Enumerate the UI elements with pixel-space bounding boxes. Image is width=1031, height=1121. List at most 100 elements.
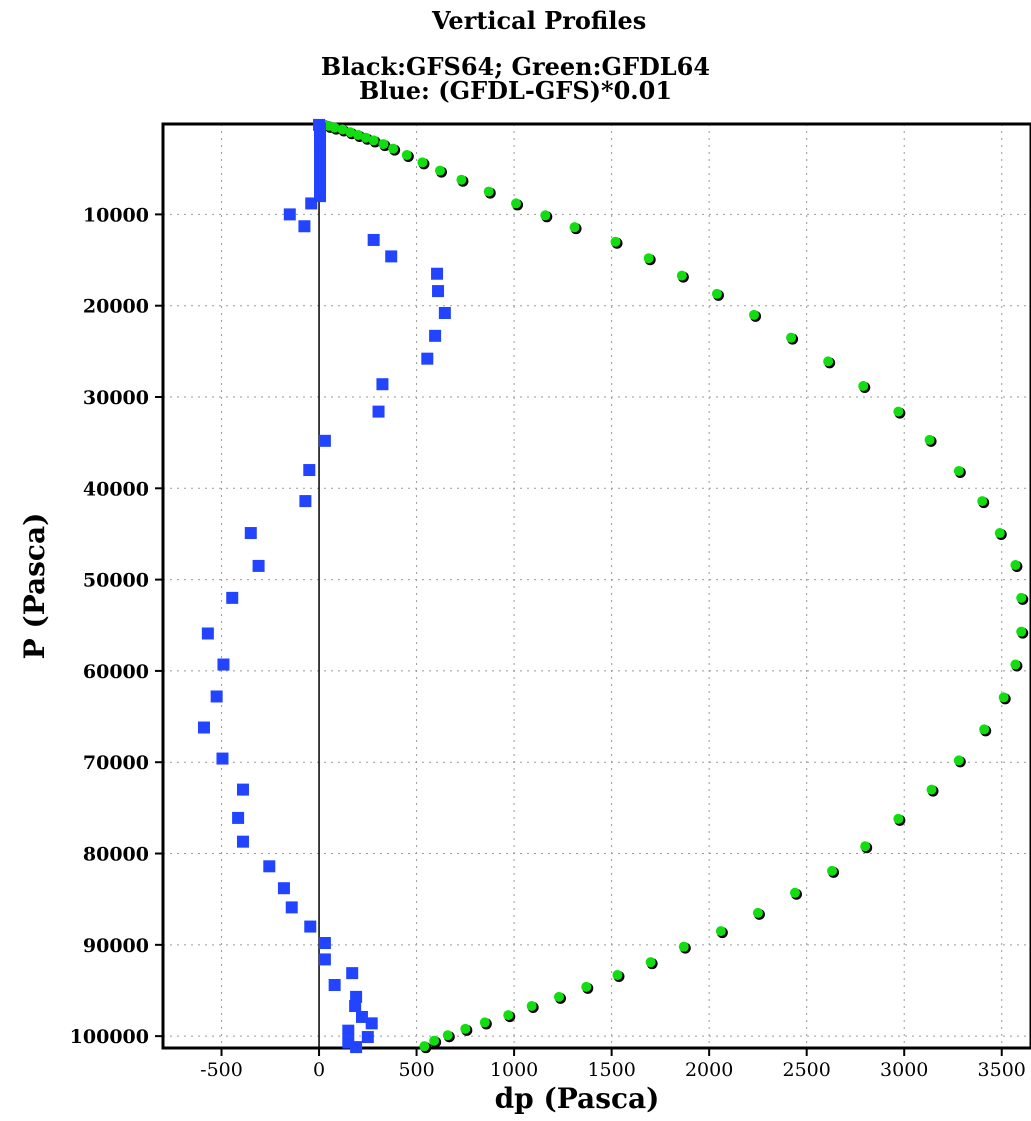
data-point-blue-gfdl-gfs-0-01 [318, 953, 331, 966]
data-point-green-gfdl64 [419, 1041, 430, 1052]
y-tick-label: 60000 [83, 661, 149, 683]
data-point-blue-gfdl-gfs-0-01 [432, 285, 445, 298]
plot-frame [161, 122, 1031, 1050]
data-point-blue-gfdl-gfs-0-01 [216, 752, 229, 765]
data-point-green-gfdl64 [645, 957, 656, 968]
data-point-blue-gfdl-gfs-0-01 [201, 627, 214, 640]
data-point-green-gfdl64 [711, 288, 722, 299]
data-point-blue-gfdl-gfs-0-01 [349, 1000, 362, 1012]
data-point-green-gfdl64 [368, 135, 379, 146]
data-point-green-gfdl64 [456, 174, 467, 185]
data-point-green-gfdl64 [540, 210, 551, 221]
data-point-blue-gfdl-gfs-0-01 [252, 559, 265, 572]
x-tick-label: 3500 [978, 1059, 1026, 1081]
data-point-green-gfdl64 [994, 528, 1005, 539]
data-point-green-gfdl64 [678, 941, 689, 952]
data-point-green-gfdl64 [434, 165, 445, 176]
data-point-blue-gfdl-gfs-0-01 [236, 783, 249, 796]
data-point-green-gfdl64 [353, 129, 364, 140]
x-tick-label: 2500 [783, 1059, 831, 1081]
data-point-green-gfdl64 [823, 356, 834, 367]
data-point-blue-gfdl-gfs-0-01 [197, 721, 210, 734]
x-tick-label: 2000 [685, 1059, 733, 1081]
data-point-blue-gfdl-gfs-0-01 [361, 1031, 374, 1044]
y-tick-label: 90000 [83, 935, 149, 957]
data-point-blue-gfdl-gfs-0-01 [372, 405, 385, 418]
data-point-blue-gfdl-gfs-0-01 [431, 267, 444, 280]
data-point-green-gfdl64 [860, 841, 871, 852]
y-tick-label: 80000 [83, 844, 149, 866]
y-tick-label: 30000 [83, 387, 149, 409]
y-tick-label: 20000 [83, 296, 149, 318]
data-point-green-gfdl64 [924, 434, 935, 445]
data-point-blue-gfdl-gfs-0-01 [355, 1010, 368, 1023]
data-point-green-gfdl64 [643, 253, 654, 264]
chart-subtitle-line-1: Black:GFS64; Green:GFDL64 [320, 52, 711, 81]
data-point-green-gfdl64 [676, 270, 687, 281]
y-tick-label: 10000 [83, 204, 149, 226]
data-point-green-gfdl64 [1010, 560, 1021, 570]
data-point-green-gfdl64 [429, 1035, 440, 1046]
data-point-blue-gfdl-gfs-0-01 [304, 920, 317, 933]
data-point-green-gfdl64 [553, 991, 564, 1002]
x-tick-label: 3000 [880, 1059, 928, 1081]
data-point-green-gfdl64 [893, 813, 904, 824]
data-point-blue-gfdl-gfs-0-01 [350, 1041, 363, 1054]
data-point-green-gfdl64 [401, 150, 412, 161]
data-point-blue-gfdl-gfs-0-01 [376, 378, 389, 391]
data-point-green-gfdl64 [442, 1030, 453, 1041]
data-point-green-gfdl64 [893, 406, 904, 417]
data-point-green-gfdl64 [360, 132, 371, 143]
data-point-blue-gfdl-gfs-0-01 [421, 352, 434, 365]
data-point-green-gfdl64 [610, 236, 621, 247]
data-point-blue-gfdl-gfs-0-01 [298, 220, 311, 233]
data-point-green-gfdl64 [1010, 659, 1021, 670]
data-point-green-gfdl64 [511, 198, 522, 209]
data-point-blue-gfdl-gfs-0-01 [314, 162, 327, 175]
data-point-green-gfdl64 [827, 865, 838, 876]
data-point-blue-gfdl-gfs-0-01 [318, 937, 331, 949]
data-point-blue-gfdl-gfs-0-01 [236, 835, 249, 848]
data-point-green-gfdl64 [953, 755, 964, 766]
y-tick-label: 40000 [83, 478, 149, 500]
y-tick-label: 100000 [70, 1026, 149, 1048]
data-point-blue-gfdl-gfs-0-01 [226, 591, 239, 604]
data-point-green-gfdl64 [388, 143, 399, 154]
data-point-blue-gfdl-gfs-0-01 [429, 329, 442, 342]
chart-subtitle-line-2: Blue: (GFDL-GFS)*0.01 [358, 76, 673, 105]
data-point-green-gfdl64 [749, 309, 760, 320]
x-tick-label: -500 [200, 1059, 243, 1081]
y-tick-label: 50000 [83, 570, 149, 592]
data-point-blue-gfdl-gfs-0-01 [346, 967, 359, 980]
data-point-blue-gfdl-gfs-0-01 [367, 233, 380, 246]
data-point-blue-gfdl-gfs-0-01 [232, 811, 245, 824]
data-point-green-gfdl64 [789, 887, 800, 898]
data-point-green-gfdl64 [483, 186, 494, 197]
data-point-blue-gfdl-gfs-0-01 [303, 464, 316, 477]
data-point-blue-gfdl-gfs-0-01 [328, 979, 341, 991]
data-point-blue-gfdl-gfs-0-01 [318, 434, 331, 447]
data-point-blue-gfdl-gfs-0-01 [244, 527, 257, 540]
data-point-green-gfdl64 [569, 222, 580, 233]
data-point-blue-gfdl-gfs-0-01 [285, 901, 298, 914]
data-point-green-gfdl64 [1016, 592, 1027, 603]
data-point-blue-gfdl-gfs-0-01 [385, 250, 398, 263]
data-point-green-gfdl64 [786, 332, 797, 343]
data-point-green-gfdl64 [503, 1010, 514, 1021]
data-point-blue-gfdl-gfs-0-01 [314, 171, 327, 184]
data-point-green-gfdl64 [979, 724, 990, 735]
data-point-green-gfdl64 [953, 465, 964, 476]
data-point-blue-gfdl-gfs-0-01 [305, 197, 318, 210]
data-point-green-gfdl64 [752, 907, 763, 918]
data-point-green-gfdl64 [715, 926, 726, 937]
x-tick-label: 500 [398, 1059, 434, 1081]
data-point-green-gfdl64 [329, 122, 340, 133]
data-point-blue-gfdl-gfs-0-01 [299, 495, 312, 508]
data-point-green-gfdl64 [612, 969, 623, 980]
data-point-blue-gfdl-gfs-0-01 [210, 690, 223, 703]
x-tick-label: 1500 [587, 1059, 635, 1081]
x-tick-label: 1000 [490, 1059, 538, 1081]
x-axis-label: dp (Pasca) [495, 1082, 660, 1115]
data-point-green-gfdl64 [998, 692, 1009, 703]
